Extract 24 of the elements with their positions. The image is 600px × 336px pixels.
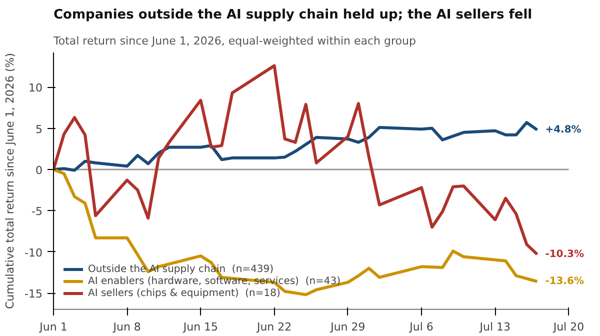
x-tick-label: Jun 1: [38, 320, 68, 334]
annotation: -13.6%: [545, 276, 584, 287]
chart-title: Companies outside the AI supply chain held up; the AI sellers fell: [54, 8, 532, 22]
line-series: [54, 168, 539, 296]
x-tick-label: Jun 29: [330, 320, 366, 334]
x-tick-label: Jun 15: [182, 320, 218, 334]
chart-subtitle: Total return since June 1, 2026, equal-weighted within each group: [52, 34, 416, 48]
x-tick-label: Jul 13: [478, 320, 511, 334]
y-axis-title: Cumulative total return since June 1, 2026 (%): [4, 52, 17, 310]
line-series: [54, 64, 539, 256]
y-tick-label: -15: [24, 288, 42, 301]
legend-label: AI sellers (chips & equipment) (n=18): [88, 287, 280, 299]
line-series: [54, 121, 539, 172]
y-tick-label: 0: [36, 164, 42, 177]
x-tick-label: Jun 8: [112, 320, 141, 334]
y-tick-label: -5: [32, 205, 42, 218]
y-tick-label: 10: [28, 82, 43, 95]
annotation: -10.3%: [545, 248, 584, 260]
annotation: +4.8%: [545, 124, 582, 136]
y-tick-label: -10: [24, 246, 42, 260]
x-tick-label: Jul 6: [408, 320, 434, 334]
y-tick-label: 5: [36, 122, 42, 136]
x-tick-label: Jul 20: [552, 320, 584, 334]
x-tick-label: Jun 22: [256, 320, 292, 334]
